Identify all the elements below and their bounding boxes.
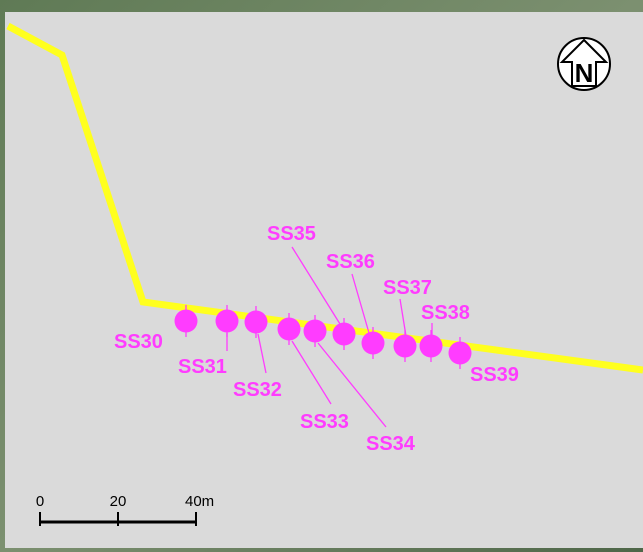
north-label: N	[575, 58, 594, 88]
sample-label: SS37	[383, 277, 432, 299]
sample-point	[449, 342, 472, 365]
sample-label: SS33	[300, 411, 349, 433]
scale-label: 20	[110, 493, 127, 510]
sample-label: SS38	[421, 302, 470, 324]
sample-point	[420, 335, 443, 358]
sample-label: SS31	[178, 356, 227, 378]
sample-point	[304, 320, 327, 343]
sample-point	[333, 323, 356, 346]
sample-point	[175, 310, 198, 333]
sample-label: SS36	[326, 251, 375, 273]
sample-point	[278, 318, 301, 341]
sample-point	[362, 332, 385, 355]
scale-label: 40m	[185, 493, 214, 510]
sample-label: SS39	[470, 364, 519, 386]
scale-label: 0	[36, 493, 44, 510]
sample-point	[216, 310, 239, 333]
north-arrow: N	[558, 38, 610, 90]
sample-label: SS34	[366, 433, 416, 455]
sample-label: SS32	[233, 379, 282, 401]
sample-label: SS30	[114, 331, 163, 353]
map: SS30 SS31 SS32 SS33 SS34 SS35 SS36 SS37 SS38 SS39…	[0, 0, 643, 552]
sample-label: SS35	[267, 223, 316, 245]
sample-point	[394, 335, 417, 358]
map-panel	[5, 12, 643, 548]
sample-point	[245, 311, 268, 334]
